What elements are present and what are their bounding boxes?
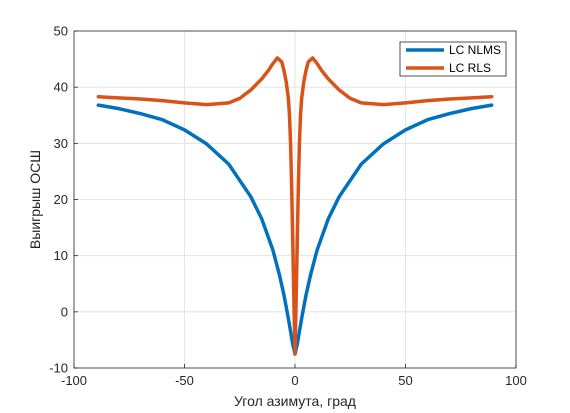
- y-tick-label: 30: [54, 136, 68, 151]
- x-tick-label: 0: [291, 373, 298, 388]
- x-axis-label: Угол азимута, град: [234, 393, 356, 409]
- y-tick-label: 20: [54, 192, 68, 207]
- legend: LC NLMS LC RLS: [399, 41, 507, 77]
- y-tick-label: 10: [54, 248, 68, 263]
- legend-box: [399, 41, 507, 77]
- y-tick-label: -10: [49, 361, 68, 376]
- x-tick-label: -100: [61, 373, 87, 388]
- y-axis-label: Выигрыш ОСШ: [27, 150, 43, 249]
- series-line-lc-rls: [96, 56, 494, 356]
- x-tick-label: 100: [505, 373, 527, 388]
- y-tick-label: 0: [61, 304, 68, 319]
- legend-label-nlms: LC NLMS: [449, 43, 501, 57]
- legend-label-rls: LC RLS: [449, 61, 491, 75]
- y-tick-label: 40: [54, 80, 68, 95]
- x-tick-label: -50: [175, 373, 194, 388]
- x-tick-label: 50: [398, 373, 412, 388]
- y-tick-label: 50: [54, 24, 68, 39]
- series-group: [96, 56, 494, 356]
